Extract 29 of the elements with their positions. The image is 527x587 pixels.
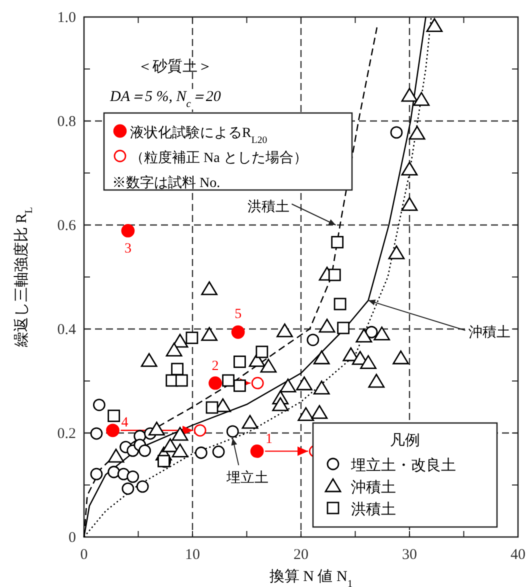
annotation: 4 <box>121 415 128 430</box>
y-tick-label: 1.0 <box>57 10 76 26</box>
legend-label: 洪積土 <box>351 501 396 518</box>
annotation: 洪積土 <box>248 199 290 215</box>
x-tick-label: 0 <box>80 547 88 563</box>
y-tick-label: 0 <box>68 530 76 546</box>
legend-title: 凡例 <box>390 433 420 449</box>
x-axis-title: 換算 N 値 N$_{1}$ <box>269 568 353 587</box>
x-tick-label: 20 <box>294 547 308 563</box>
y-tick-label: 0.8 <box>57 114 76 130</box>
legend-label: 液状化試験によるR$_{L20}$ <box>130 125 268 146</box>
annotation: 1 <box>266 432 273 448</box>
x-tick-label: 30 <box>402 547 417 563</box>
annotation: 埋立土 <box>226 470 269 486</box>
text: ＜砂質土＞ <box>138 58 212 75</box>
annotation: 3 <box>124 242 132 257</box>
annotation: 5 <box>234 307 242 322</box>
y-tick-label: 0.4 <box>57 322 76 338</box>
x-tick-label: 40 <box>510 547 526 563</box>
annotation: ※数字は試料 No. <box>112 175 220 191</box>
y-tick-label: 0.2 <box>57 426 76 442</box>
legend-label: 埋立土・改良土 <box>350 457 456 474</box>
x-tick-label: 10 <box>185 547 200 563</box>
annotation: 2 <box>212 359 219 374</box>
legend-label: 沖積土 <box>351 479 396 496</box>
y-tick-label: 0.6 <box>57 218 76 234</box>
annotation: 沖積土 <box>468 324 510 340</box>
text: DA＝5 %, N$_{c}$＝20 <box>109 89 222 110</box>
legend-label: （粒度補正 Na とした場合） <box>130 150 308 166</box>
